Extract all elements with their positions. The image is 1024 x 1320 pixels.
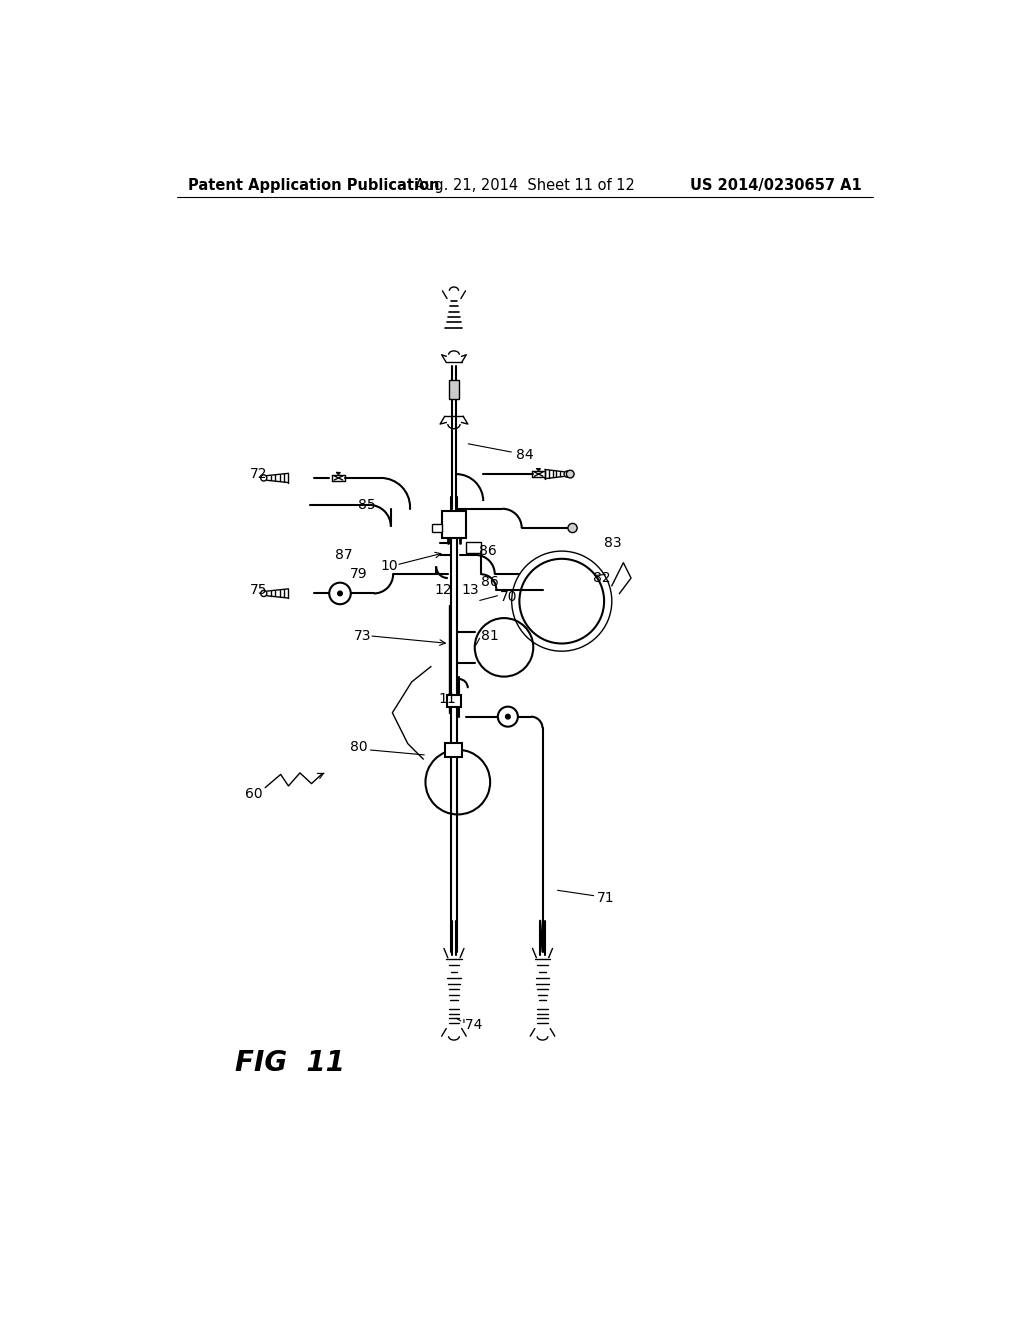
Circle shape [498,706,518,726]
Circle shape [564,471,570,478]
Text: 86: 86 [481,576,499,589]
Circle shape [261,475,267,480]
Text: 85: 85 [357,498,376,512]
Text: 12: 12 [435,582,453,597]
Text: 86: 86 [479,544,497,558]
Text: 81: 81 [481,628,499,643]
Bar [432,524,441,532]
Text: 72: 72 [250,467,267,480]
Bar [442,511,466,537]
Circle shape [566,470,574,478]
Circle shape [568,523,578,532]
Bar [466,543,481,553]
Text: Patent Application Publication: Patent Application Publication [188,178,440,193]
Text: 80: 80 [350,741,368,755]
Text: 71: 71 [596,891,614,904]
Text: 84: 84 [515,447,534,462]
Text: US 2014/0230657 A1: US 2014/0230657 A1 [690,178,862,193]
Circle shape [338,591,342,595]
Text: '74: '74 [462,1018,483,1032]
Circle shape [506,714,510,719]
Text: FIG  11: FIG 11 [234,1049,344,1077]
Circle shape [330,582,351,605]
Text: 87: 87 [335,548,352,562]
Bar [445,743,463,756]
Text: 79: 79 [350,568,368,581]
Text: Aug. 21, 2014  Sheet 11 of 12: Aug. 21, 2014 Sheet 11 of 12 [415,178,635,193]
Text: 13: 13 [462,582,479,597]
Text: 82: 82 [593,572,610,585]
Bar [447,696,461,708]
Text: 60: 60 [245,787,262,801]
Text: 73: 73 [354,628,372,643]
Text: 10: 10 [381,560,398,573]
Text: 70: 70 [500,590,518,605]
Circle shape [261,590,267,597]
Text: 83: 83 [604,536,622,550]
Bar [449,380,460,399]
Text: 75: 75 [250,582,267,597]
Text: 11: 11 [438,692,457,706]
